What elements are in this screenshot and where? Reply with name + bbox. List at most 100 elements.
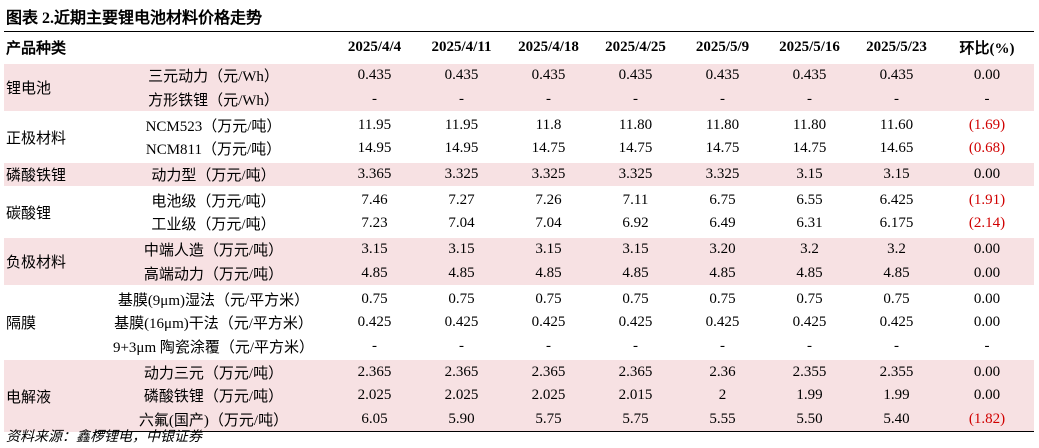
value-cell: 14.65 xyxy=(879,140,914,157)
value-cell: 0.425 xyxy=(792,314,827,331)
value-cell: 14.75 xyxy=(705,140,740,157)
group-label: 锂电池 xyxy=(4,61,96,113)
value-cell: 6.92 xyxy=(622,215,649,232)
value-cell: 6.75 xyxy=(679,186,767,213)
value-cell: 4.85 xyxy=(418,261,506,287)
value-cell: 11.8 xyxy=(505,111,593,138)
value-cell: 0.435 xyxy=(853,62,941,88)
item-label: 三元动力（元/Wh） xyxy=(96,62,332,88)
value-cell: - xyxy=(418,87,506,113)
table-row: 工业级（万元/吨） 7.23 7.04 7.04 6.92 6.49 6.31 6.175 (2… xyxy=(4,212,1034,237)
value-cell: 0.425 xyxy=(531,314,566,331)
value-cell: 2.355 xyxy=(853,358,941,384)
value-cell: 2.365 xyxy=(418,358,506,384)
value-cell: 2.025 xyxy=(418,383,506,408)
header-cell: 2025/4/11 xyxy=(418,31,506,64)
header-cell: 2025/4/18 xyxy=(505,31,593,64)
value-cell: 0.435 xyxy=(331,62,419,88)
value-cell: 0.425 xyxy=(618,314,653,331)
value-cell: - xyxy=(853,87,941,113)
value-cell: 5.75 xyxy=(505,407,593,433)
value-cell: - xyxy=(984,337,990,354)
value-cell: - xyxy=(372,337,378,354)
value-cell: 5.50 xyxy=(766,407,854,433)
item-label: 电池级（万元/吨） xyxy=(96,186,332,213)
table-row: 碳酸锂 电池级（万元/吨） 7.46 7.27 7.26 7.11 6.75 6.55 6.42… xyxy=(4,186,1035,237)
table-row: 负极材料 中端人造（万元/吨） 3.15 3.15 3.15 3.15 3.20 3.2 3.2… xyxy=(4,235,1035,287)
group-label: 负极材料 xyxy=(4,235,96,287)
value-cell: - xyxy=(459,337,465,354)
value-cell: 3.20 xyxy=(679,235,767,262)
value-cell: 4.85 xyxy=(592,261,680,287)
value-cell: 2.355 xyxy=(766,358,854,384)
value-cell: - xyxy=(720,337,726,354)
table-row: 高端动力（万元/吨） 4.85 4.85 4.85 4.85 4.85 4.85 4.85 0.… xyxy=(4,261,1035,287)
value-cell: 0.75 xyxy=(766,285,854,311)
item-label: NCM811（万元/吨） xyxy=(145,142,282,159)
value-cell: 3.15 xyxy=(592,235,680,262)
value-cell: 4.85 xyxy=(853,261,941,287)
item-label: NCM523（万元/吨） xyxy=(96,111,332,138)
value-cell: 11.95 xyxy=(418,111,506,138)
value-cell: 7.27 xyxy=(418,186,506,213)
header-cell: 产品种类 xyxy=(4,31,332,64)
item-label: 中端人造（万元/吨） xyxy=(96,235,332,262)
value-cell: 14.75 xyxy=(618,140,653,157)
value-cell: 2.365 xyxy=(592,358,680,384)
value-cell: 4.85 xyxy=(679,261,767,287)
value-cell: - xyxy=(331,87,419,113)
value-cell: 0.425 xyxy=(879,314,914,331)
value-cell: 14.75 xyxy=(531,140,566,157)
value-cell: 3.2 xyxy=(766,235,854,262)
value-cell: - xyxy=(633,337,639,354)
value-cell: 5.75 xyxy=(592,407,680,433)
value-cell: 2.36 xyxy=(679,358,767,384)
header-cell: 环比(%) xyxy=(940,31,1035,64)
item-label: 工业级（万元/吨） xyxy=(151,217,276,234)
value-cell: 0.435 xyxy=(505,62,593,88)
item-label: 高端动力（万元/吨） xyxy=(96,261,332,287)
item-label: 9+3μm 陶瓷涂覆（元/平方米） xyxy=(112,339,315,356)
price-table: 产品种类 2025/4/4 2025/4/11 2025/4/18 2025/4/25 2… xyxy=(4,31,1035,433)
value-cell: - xyxy=(679,87,767,113)
table-body: 锂电池 三元动力（元/Wh） 0.435 0.435 0.435 0.435 0.435 0.… xyxy=(4,61,1035,433)
value-cell: 0.00 xyxy=(940,285,1035,311)
value-cell: 2.015 xyxy=(592,383,680,408)
item-label: 动力型（万元/吨） xyxy=(96,160,332,188)
value-cell: (2.14) xyxy=(968,215,1006,232)
value-cell: 3.325 xyxy=(505,160,593,188)
table-row: 隔膜 基膜(9μm)湿法（元/平方米） 0.75 0.75 0.75 0.75 0.75 0.… xyxy=(4,285,1035,360)
value-cell: 6.31 xyxy=(796,215,823,232)
table-row: 方形铁锂（元/Wh） - - - - - - - - xyxy=(4,87,1035,113)
value-cell: - xyxy=(807,337,813,354)
source: 资料来源：鑫椤锂电，中银证券 xyxy=(6,430,202,445)
value-cell: 3.365 xyxy=(331,160,419,188)
value-cell: 3.15 xyxy=(853,160,941,188)
header-cell: 2025/4/4 xyxy=(331,31,419,64)
value-cell: 0.435 xyxy=(679,62,767,88)
table-wrap: 产品种类 2025/4/4 2025/4/11 2025/4/18 2025/4/25 2… xyxy=(4,31,1035,433)
value-cell: 3.15 xyxy=(418,235,506,262)
value-cell: 0.00 xyxy=(940,383,1035,408)
group-label: 隔膜 xyxy=(4,285,96,360)
table-row: 电解液 动力三元（万元/吨） 2.365 2.365 2.365 2.365 2.36 2.3… xyxy=(4,358,1035,432)
value-cell: 11.60 xyxy=(853,111,941,138)
item-label: 磷酸铁锂（万元/吨） xyxy=(96,383,332,408)
table-row: 基膜(16μm)干法（元/平方米） 0.425 0.425 0.425 0.425 0.4… xyxy=(4,311,1034,335)
value-cell: 7.04 xyxy=(448,215,475,232)
table-row: 六氟(国产)（万元/吨） 6.05 5.90 5.75 5.75 5.55 5.50 5.40… xyxy=(4,407,1035,433)
value-cell: 6.175 xyxy=(879,215,914,232)
value-cell: 2.365 xyxy=(331,358,419,384)
header-cell: 2025/5/9 xyxy=(679,31,767,64)
table-row: 磷酸铁锂 动力型（万元/吨） 3.365 3.325 3.325 3.325 3.325 3.… xyxy=(4,160,1035,188)
value-cell: (0.68) xyxy=(968,140,1006,157)
value-cell: 0.00 xyxy=(940,235,1035,262)
value-cell: 2.365 xyxy=(505,358,593,384)
group-label: 正极材料 xyxy=(4,111,96,162)
item-label: 基膜(9μm)湿法（元/平方米） xyxy=(96,285,332,311)
item-label: 六氟(国产)（万元/吨） xyxy=(96,407,332,433)
table-row: 正极材料 NCM523（万元/吨） 11.95 11.95 11.8 11.80 11.80… xyxy=(4,111,1035,162)
value-cell: 7.11 xyxy=(592,186,680,213)
value-cell: 6.425 xyxy=(853,186,941,213)
